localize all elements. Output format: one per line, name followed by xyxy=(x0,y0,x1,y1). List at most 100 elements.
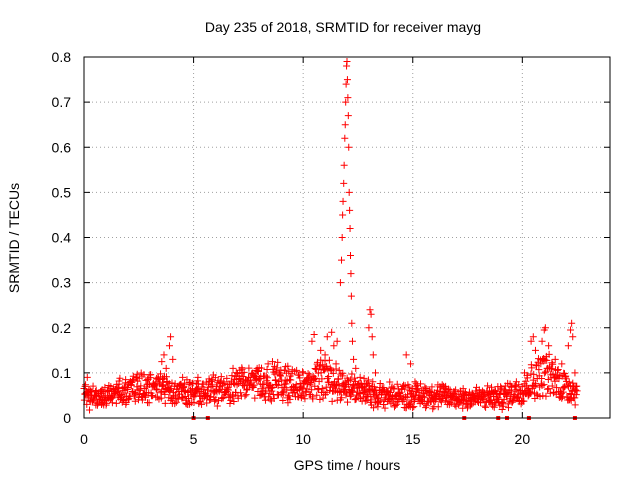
data-point xyxy=(220,379,228,387)
data-point xyxy=(379,400,387,408)
data-point xyxy=(274,382,282,390)
data-point xyxy=(437,398,445,406)
data-point xyxy=(169,355,177,363)
data-point xyxy=(229,364,237,372)
y-axis-label: SRMTID / TECUs xyxy=(6,183,22,293)
data-point xyxy=(541,324,549,332)
data-point xyxy=(356,373,364,381)
data-point xyxy=(339,369,347,377)
x-tick-label: 20 xyxy=(515,431,531,447)
data-point xyxy=(223,374,231,382)
y-tick-label: 0.3 xyxy=(52,275,72,291)
data-point xyxy=(189,379,197,387)
data-point xyxy=(532,362,540,370)
data-point xyxy=(285,392,293,400)
data-point xyxy=(153,386,161,394)
data-point xyxy=(310,374,318,382)
data-point xyxy=(352,364,360,372)
data-point xyxy=(158,382,166,390)
data-point xyxy=(351,374,359,382)
data-point xyxy=(224,386,232,394)
data-point xyxy=(345,143,353,151)
data-point xyxy=(266,395,274,403)
data-point xyxy=(137,382,145,390)
y-tick-label: 0.7 xyxy=(52,94,72,110)
data-point xyxy=(549,360,557,368)
data-point xyxy=(313,391,321,399)
data-point xyxy=(522,377,530,385)
data-point xyxy=(366,306,374,314)
data-point xyxy=(569,333,577,341)
data-point xyxy=(329,369,337,377)
data-point xyxy=(160,351,168,359)
data-point xyxy=(219,394,227,402)
data-point xyxy=(226,400,234,408)
data-point xyxy=(114,384,122,392)
data-point xyxy=(545,385,553,393)
data-point xyxy=(121,389,129,397)
data-point xyxy=(161,399,169,407)
data-point xyxy=(260,380,268,388)
data-point xyxy=(341,134,349,142)
data-point xyxy=(158,358,166,366)
data-point xyxy=(321,351,329,359)
data-point xyxy=(347,292,355,300)
data-point xyxy=(497,384,505,392)
data-point xyxy=(303,385,311,393)
x-tick-label: 0 xyxy=(80,431,88,447)
data-point xyxy=(122,376,130,384)
data-point xyxy=(444,398,452,406)
data-point xyxy=(292,381,300,389)
x-tick-label: 10 xyxy=(295,431,311,447)
data-point xyxy=(162,364,170,372)
data-point xyxy=(348,319,356,327)
data-point xyxy=(218,395,226,403)
data-point xyxy=(364,376,372,384)
data-point xyxy=(263,365,271,373)
data-point xyxy=(513,385,521,393)
data-point xyxy=(243,386,251,394)
data-point xyxy=(558,394,566,402)
data-point xyxy=(485,387,493,395)
data-point xyxy=(256,375,264,383)
data-point xyxy=(343,58,351,66)
data-point xyxy=(83,373,91,381)
data-point xyxy=(427,388,435,396)
data-point xyxy=(342,98,350,106)
data-point xyxy=(286,395,294,403)
data-point xyxy=(420,394,428,402)
data-point xyxy=(348,370,356,378)
data-point xyxy=(567,326,575,334)
data-point xyxy=(402,351,410,359)
data-point xyxy=(149,392,157,400)
data-point xyxy=(147,371,155,379)
data-point xyxy=(383,387,391,395)
data-point xyxy=(319,361,327,369)
data-point xyxy=(165,342,173,350)
data-point xyxy=(361,387,369,395)
data-point xyxy=(140,371,148,379)
data-point xyxy=(428,383,436,391)
data-point xyxy=(332,360,340,368)
data-point xyxy=(211,397,219,405)
data-point xyxy=(133,373,141,381)
data-point xyxy=(194,373,202,381)
data-point xyxy=(365,324,373,332)
data-point xyxy=(238,369,246,377)
data-point xyxy=(545,342,553,350)
data-point xyxy=(301,395,309,403)
data-point xyxy=(272,376,280,384)
data-point xyxy=(278,388,286,396)
data-point xyxy=(496,390,504,398)
data-point xyxy=(434,403,442,411)
data-point xyxy=(414,385,422,393)
data-point xyxy=(254,368,262,376)
data-point xyxy=(273,364,281,372)
data-point xyxy=(447,399,455,407)
data-point xyxy=(568,319,576,327)
data-point xyxy=(174,395,182,403)
data-point xyxy=(515,381,523,389)
data-point xyxy=(535,366,543,374)
data-point xyxy=(548,382,556,390)
